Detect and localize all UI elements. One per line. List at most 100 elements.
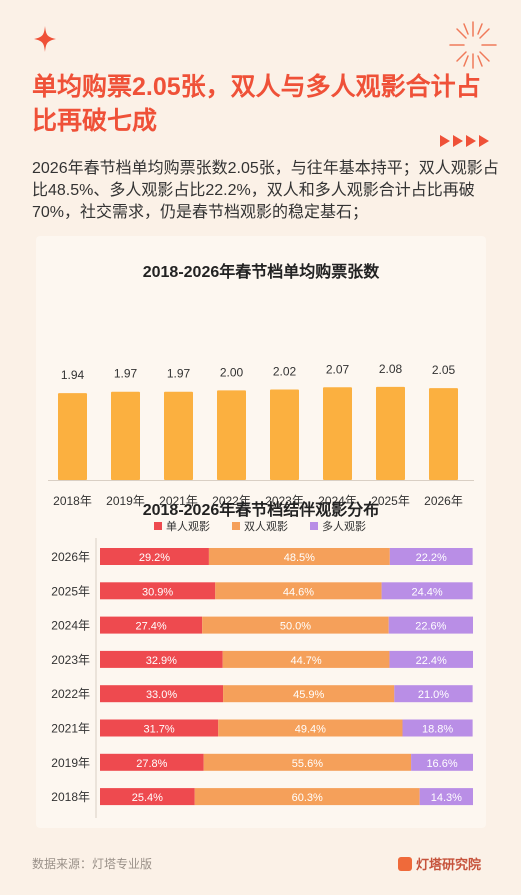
- segment-multi: [381, 582, 473, 600]
- segment-multi: [411, 753, 473, 771]
- segment-multi: [389, 650, 473, 668]
- segment-single: [100, 582, 216, 600]
- segment-value-label: 18.8%: [422, 724, 453, 736]
- segment-double: [202, 616, 389, 634]
- segment-value-label: 16.6%: [426, 758, 457, 770]
- bar-category-label: 2018年: [53, 494, 92, 508]
- segment-value-label: 31.7%: [144, 724, 175, 736]
- segment-value-label: 44.6%: [283, 586, 314, 598]
- segment-value-label: 55.6%: [292, 758, 323, 770]
- segment-single: [100, 650, 223, 668]
- segment-multi: [402, 719, 473, 737]
- segment-single: [100, 548, 209, 565]
- legend-swatch: [310, 522, 318, 530]
- row-category-label: 2025年: [51, 584, 90, 598]
- segment-single: [100, 719, 219, 737]
- bar-value-label: 2.05: [432, 363, 456, 377]
- page-description: 2026年春节档单均购票张数2.05张，与往年基本持平；双人观影占比48.5%、…: [32, 160, 499, 221]
- segment-value-label: 60.3%: [292, 792, 323, 804]
- bar-category-label: 2019年: [106, 494, 145, 508]
- bar-category-label: 2023年: [265, 494, 304, 508]
- legend-swatch: [232, 522, 240, 530]
- bar-value-label: 2.08: [379, 362, 403, 376]
- segment-value-label: 30.9%: [142, 586, 173, 598]
- segment-value-label: 14.3%: [431, 792, 462, 804]
- bar-value-label: 2.07: [326, 362, 350, 376]
- bar-chart: 1.94 2018年 1.97 2019年 1.97 2021年 2.00 2022年 2.02…: [48, 362, 474, 508]
- segment-value-label: 22.6%: [415, 621, 446, 633]
- segment-single: [100, 788, 195, 806]
- stacked-chart-title: 2018-2026年春节档结伴观影分布: [142, 502, 380, 519]
- bar-value-label: 1.97: [114, 367, 138, 381]
- segment-single: [100, 753, 204, 771]
- row-category-label: 2021年: [51, 722, 90, 736]
- row-category-label: 2018年: [51, 790, 90, 804]
- legend-label: 双人观影: [244, 520, 288, 533]
- bar-2022年: [217, 390, 246, 480]
- legend-swatch: [154, 522, 162, 530]
- segment-value-label: 44.7%: [290, 655, 321, 667]
- lighthouse-icon: [398, 856, 412, 871]
- bar-category-label: 2026年: [424, 494, 463, 508]
- row-category-label: 2023年: [51, 653, 90, 667]
- legend-label: 多人观影: [322, 519, 366, 533]
- brand-logo: 灯塔研究院: [398, 854, 481, 873]
- segment-value-label: 22.4%: [416, 655, 447, 667]
- segment-value-label: 21.0%: [418, 689, 449, 701]
- arrows-icon: [440, 135, 489, 147]
- row-category-label: 2019年: [51, 756, 90, 770]
- segment-value-label: 48.5%: [284, 552, 315, 564]
- bar-category-label: 2022年: [212, 494, 251, 508]
- bar-category-label: 2021年: [159, 494, 198, 508]
- segment-value-label: 50.0%: [280, 621, 311, 633]
- row-category-label: 2026年: [51, 550, 90, 564]
- segment-value-label: 45.9%: [293, 689, 324, 701]
- segment-value-label: 49.4%: [295, 724, 326, 736]
- bar-2025年: [376, 386, 405, 480]
- segment-double: [222, 650, 390, 668]
- segment-double: [223, 685, 395, 703]
- segment-value-label: 27.4%: [135, 621, 166, 633]
- segment-double: [203, 753, 412, 771]
- segment-multi: [394, 685, 473, 703]
- chart-card: 2018-2026年春节档单均购票张数 1.94 2018年 1.97 2019年 1.…: [36, 236, 486, 828]
- bar-value-label: 2.00: [220, 365, 244, 379]
- row-category-label: 2024年: [51, 619, 90, 633]
- segment-value-label: 24.4%: [412, 586, 443, 598]
- bar-value-label: 2.02: [273, 365, 297, 379]
- segment-double: [194, 788, 420, 806]
- bar-value-label: 1.97: [167, 367, 191, 381]
- segment-value-label: 29.2%: [139, 552, 170, 564]
- page-title: 单均购票2.05张，双人与多人观影合计占比再破七成: [32, 73, 481, 135]
- segment-single: [100, 616, 203, 634]
- bar-chart-title: 2018-2026年春节档单均购票张数: [142, 264, 380, 281]
- segment-value-label: 27.8%: [136, 758, 167, 770]
- data-source: 数据来源：灯塔专业版: [32, 857, 153, 871]
- bar-category-label: 2024年: [318, 494, 357, 508]
- brand-name: 灯塔研究院: [416, 857, 482, 872]
- legend-label: 单人观影: [166, 520, 210, 533]
- stacked-bar-chart: 单人观影 双人观影 多人观影 2026年 29.2% 48.5% 22.2% 2025年 30.…: [51, 519, 473, 818]
- segment-multi: [389, 548, 473, 565]
- bar-2018年: [58, 393, 87, 480]
- bar-2019年: [111, 391, 140, 480]
- segment-double: [208, 548, 390, 565]
- segment-multi: [419, 788, 473, 806]
- segment-value-label: 32.9%: [146, 655, 177, 667]
- segment-value-label: 25.4%: [132, 792, 163, 804]
- segment-single: [100, 685, 224, 703]
- bar-2024年: [323, 387, 352, 480]
- firework-icon: [449, 21, 497, 69]
- bar-category-label: 2025年: [371, 494, 410, 508]
- bar-2026年: [429, 388, 458, 480]
- segment-value-label: 33.0%: [146, 689, 177, 701]
- row-category-label: 2022年: [51, 687, 90, 701]
- bar-2021年: [164, 391, 193, 480]
- segment-double: [215, 582, 382, 600]
- segment-value-label: 22.2%: [416, 552, 447, 564]
- bar-value-label: 1.94: [61, 368, 85, 382]
- sparkle-icon: [34, 26, 56, 52]
- segment-double: [218, 719, 403, 737]
- segment-multi: [388, 616, 473, 634]
- bar-2023年: [270, 389, 299, 480]
